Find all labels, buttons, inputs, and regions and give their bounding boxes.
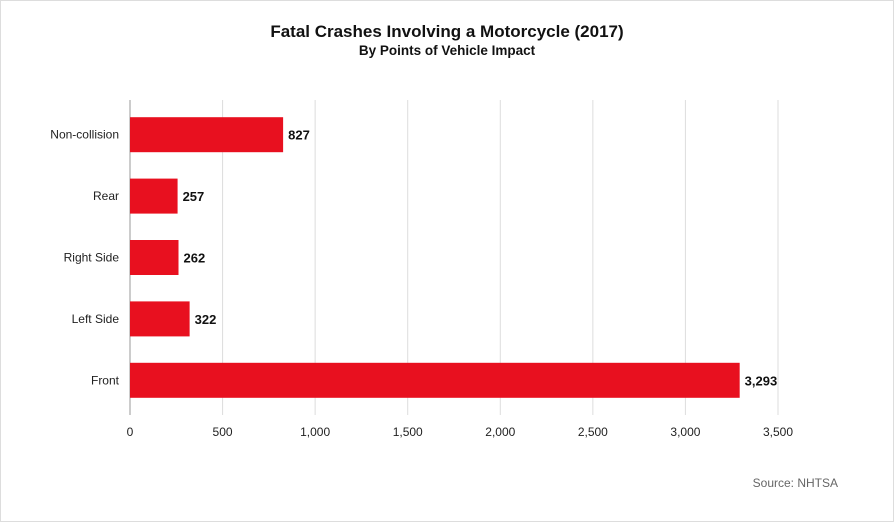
x-tick-label: 2,000	[485, 425, 515, 439]
data-label: 322	[195, 312, 217, 327]
x-tick-label: 3,000	[670, 425, 700, 439]
bar-front	[130, 362, 740, 398]
chart-title: Fatal Crashes Involving a Motorcycle (20…	[270, 22, 624, 41]
bar-right-side	[130, 240, 179, 275]
x-tick-label: 2,500	[578, 425, 608, 439]
data-label: 3,293	[745, 373, 778, 388]
x-tick-label: 1,000	[300, 425, 330, 439]
category-label: Left Side	[72, 312, 120, 326]
bar-non-collision	[130, 117, 284, 153]
source-note: Source: NHTSA	[752, 476, 838, 490]
category-label: Rear	[93, 189, 119, 203]
data-label: 257	[183, 189, 205, 204]
category-label: Non-collision	[50, 128, 119, 142]
x-tick-label: 500	[213, 425, 233, 439]
bar-left-side	[130, 301, 190, 337]
x-tick-label: 0	[127, 425, 134, 439]
chart-subtitle: By Points of Vehicle Impact	[358, 43, 536, 58]
bar-rear	[130, 178, 178, 214]
x-tick-label: 1,500	[393, 425, 423, 439]
data-label: 262	[184, 251, 206, 266]
category-label: Right Side	[64, 251, 120, 265]
x-tick-label: 3,500	[763, 425, 793, 439]
category-label: Front	[91, 373, 120, 387]
data-label: 827	[288, 128, 310, 143]
